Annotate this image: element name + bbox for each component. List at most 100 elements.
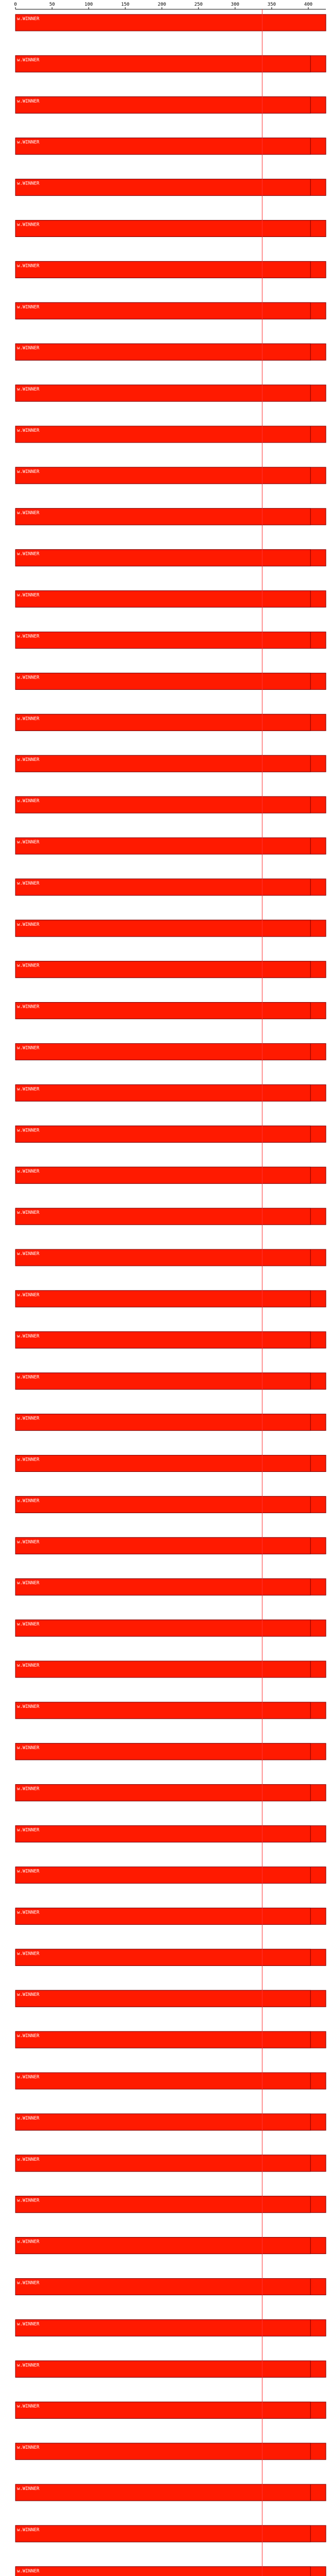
bar-label: w.WINNER (17, 840, 40, 845)
bar-label: w.WINNER (17, 2321, 40, 2327)
bar-label: w.WINNER (17, 1087, 40, 1092)
bar-label: w.WINNER (17, 2157, 40, 2162)
x-axis: 0 50 100 150 200 250 300 350 400 (14, 2, 326, 10)
bar-label: w.WINNER (17, 1910, 40, 1915)
bar-label: w.WINNER (17, 963, 40, 969)
bar-label: w.WINNER (17, 1416, 40, 1421)
bar-label: w.WINNER (17, 304, 40, 310)
bar (15, 1290, 311, 1308)
bar-label: w.WINNER (17, 223, 40, 228)
bar-label: w.WINNER (17, 1622, 40, 1627)
bar-label: w.WINNER (17, 140, 40, 145)
x-tick-label: 150 (121, 2, 129, 7)
bar-label: w.WINNER (17, 922, 40, 927)
bar (15, 1043, 311, 1060)
bar (15, 14, 326, 31)
bar-label: w.WINNER (17, 2116, 40, 2121)
bar-label: w.WINNER (17, 1334, 40, 1339)
bar (15, 2031, 311, 2048)
bar-label: w.WINNER (17, 1293, 40, 1298)
bar (15, 2401, 311, 2419)
bars: w.WINNER w.WINNER w.WINNER w.WINNER w.WINNER… (15, 14, 326, 2576)
bar-label: w.WINNER (17, 469, 40, 474)
bar (15, 2319, 311, 2336)
bar (15, 2443, 311, 2460)
x-tick-label: 400 (304, 2, 312, 7)
bar (15, 920, 311, 937)
x-tick-label: 300 (231, 2, 239, 7)
bar-label: w.WINNER (17, 1663, 40, 1668)
bar-label: w.WINNER (17, 2445, 40, 2450)
bar (15, 1166, 311, 1184)
bar (15, 220, 311, 237)
bar-label: w.WINNER (17, 387, 40, 392)
bar (15, 1907, 311, 1925)
bar (15, 1125, 311, 1143)
bar-label: w.WINNER (17, 263, 40, 268)
bar (15, 1496, 311, 1513)
bar-label: w.WINNER (17, 1046, 40, 1051)
bar-label: w.WINNER (17, 716, 40, 721)
bar-label: w.WINNER (17, 799, 40, 804)
bar (15, 632, 311, 649)
bar (15, 1372, 311, 1390)
bar (15, 2566, 311, 2576)
bar-label: w.WINNER (17, 2033, 40, 2039)
bar-label: w.WINNER (17, 2486, 40, 2492)
bar (15, 1084, 311, 1101)
bar-label: w.WINNER (17, 1128, 40, 1133)
bar-label: w.WINNER (17, 1828, 40, 1833)
bar-label: w.WINNER (17, 634, 40, 639)
bar-label: w.WINNER (17, 346, 40, 351)
bar (15, 1702, 311, 1719)
bar (15, 2237, 311, 2255)
bar (15, 1331, 311, 1349)
bar (15, 1990, 311, 2007)
bar (15, 878, 311, 896)
bar-label: w.WINNER (17, 757, 40, 762)
bar (15, 1867, 311, 1884)
bar (15, 837, 311, 855)
bar-label: w.WINNER (17, 1210, 40, 1215)
bar-label: w.WINNER (17, 1498, 40, 1503)
bar-label: w.WINNER (17, 428, 40, 433)
bar-label: w.WINNER (17, 552, 40, 557)
x-tick-label: 100 (85, 2, 93, 7)
x-tick-label: 0 (14, 2, 16, 7)
bar (15, 549, 311, 567)
bar-label: w.WINNER (17, 881, 40, 886)
bar-label: w.WINNER (17, 1169, 40, 1174)
bar-label: w.WINNER (17, 2281, 40, 2286)
bar (15, 1825, 311, 1843)
bar-label: w.WINNER (17, 2363, 40, 2368)
bar-label: w.WINNER (17, 1787, 40, 1792)
bar (15, 55, 311, 73)
bar (15, 1455, 311, 1472)
bar-label: w.WINNER (17, 511, 40, 516)
bar-label: w.WINNER (17, 1704, 40, 1709)
bar (15, 508, 311, 526)
bar (15, 1249, 311, 1266)
bar-label: w.WINNER (17, 1992, 40, 1997)
bar (15, 1208, 311, 1225)
bar (15, 384, 311, 402)
bar (15, 2360, 311, 2378)
bar (15, 1660, 311, 1678)
bar (15, 2278, 311, 2295)
bar-label: w.WINNER (17, 181, 40, 187)
bar (15, 138, 311, 155)
bar-label: w.WINNER (17, 593, 40, 598)
bar-label: w.WINNER (17, 58, 40, 63)
bar-label: w.WINNER (17, 2404, 40, 2409)
bar (15, 261, 311, 278)
bar (15, 755, 311, 772)
bar-label: w.WINNER (17, 2075, 40, 2080)
bar (15, 426, 311, 443)
bar (15, 1002, 311, 1020)
bar (15, 796, 311, 814)
bar (15, 302, 311, 319)
bar-label: w.WINNER (17, 1539, 40, 1545)
bar (15, 1743, 311, 1760)
bar-label: w.WINNER (17, 675, 40, 680)
